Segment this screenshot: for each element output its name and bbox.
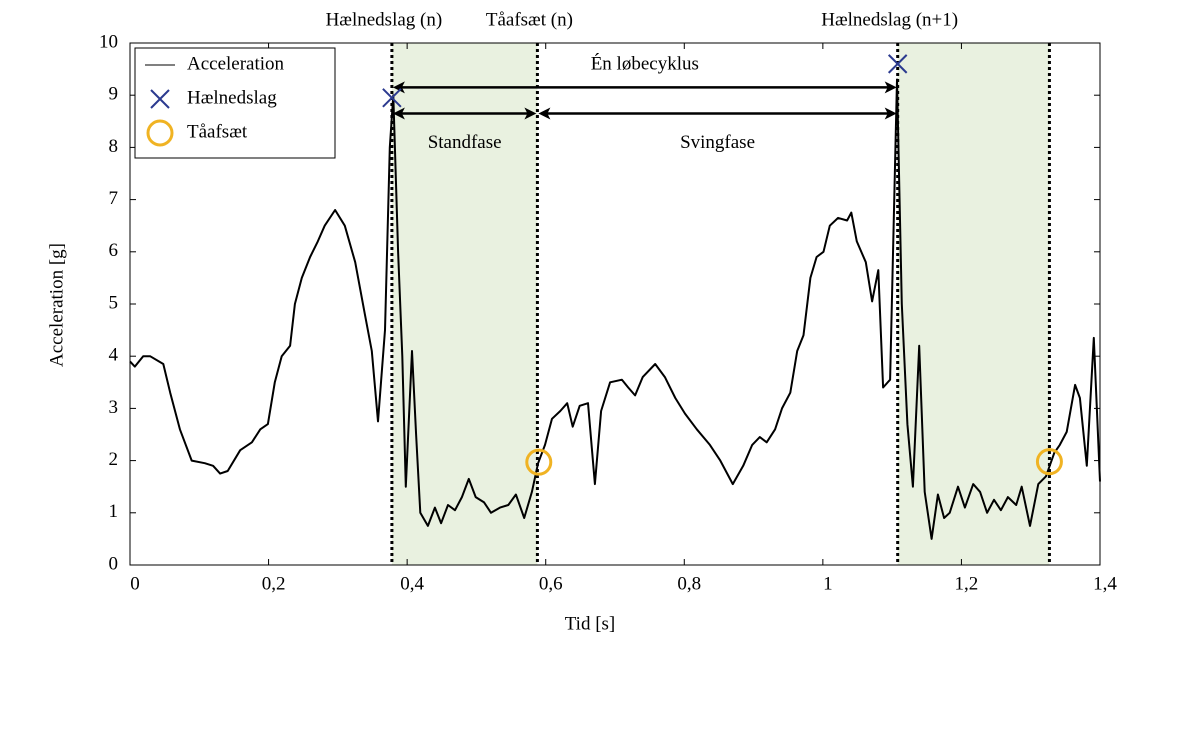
- arrow-head: [884, 81, 897, 94]
- phase-shade: [897, 43, 1050, 565]
- data-line: [129, 78, 1101, 540]
- y-tick-label: 1: [109, 501, 119, 522]
- y-tick-label: 6: [109, 240, 119, 261]
- cross-stroke: [887, 54, 908, 74]
- y-tick-label: 3: [109, 397, 119, 418]
- cross-stroke: [150, 89, 170, 109]
- arrow-head: [538, 107, 551, 120]
- cross-marker: [150, 89, 170, 109]
- event-label: Tåafsæt (n): [486, 9, 573, 30]
- y-tick-label: 0: [109, 553, 119, 574]
- y-tick-label: 9: [109, 84, 119, 105]
- x-tick-label: 0: [130, 573, 140, 594]
- arrow-label: Svingfase: [680, 132, 755, 153]
- arrow-head: [392, 107, 405, 120]
- arrow-label: Standfase: [428, 132, 502, 153]
- arrow-head: [524, 107, 537, 120]
- circle-marker: [146, 119, 174, 147]
- cross-marker: [887, 54, 908, 74]
- x-tick-label: 1,4: [1093, 573, 1117, 594]
- x-axis-label: Tid [s]: [565, 613, 616, 634]
- legend-label: Hælnedslag: [187, 87, 277, 108]
- event-label: Hælnedslag (n): [326, 9, 443, 30]
- y-tick-label: 5: [109, 292, 119, 313]
- phase-shade: [391, 43, 538, 565]
- cross-stroke: [382, 88, 402, 108]
- y-tick-label: 4: [109, 345, 119, 366]
- circle-marker: [1035, 448, 1063, 476]
- arrow-label: Én løbecyklus: [591, 53, 699, 75]
- y-tick-label: 8: [109, 136, 119, 157]
- arrow-head: [392, 81, 405, 94]
- legend-label: Tåafsæt: [187, 121, 248, 142]
- x-tick-label: 1,2: [955, 573, 979, 594]
- y-axis-label: Acceleration [g]: [46, 243, 67, 367]
- x-tick-label: 0,6: [539, 573, 563, 594]
- legend-label: Acceleration: [187, 53, 285, 74]
- arrow-head: [884, 107, 897, 120]
- y-tick-label: 2: [109, 449, 119, 470]
- x-tick-label: 1: [823, 573, 833, 594]
- y-tick-label: 10: [99, 31, 118, 52]
- x-tick-label: 0,4: [400, 573, 424, 594]
- circle-marker: [525, 448, 553, 476]
- event-label: Hælnedslag (n+1): [821, 9, 958, 30]
- cross-marker: [382, 88, 402, 108]
- x-tick-label: 0,8: [677, 573, 701, 594]
- x-tick-label: 0,2: [262, 573, 286, 594]
- y-tick-label: 7: [109, 188, 119, 209]
